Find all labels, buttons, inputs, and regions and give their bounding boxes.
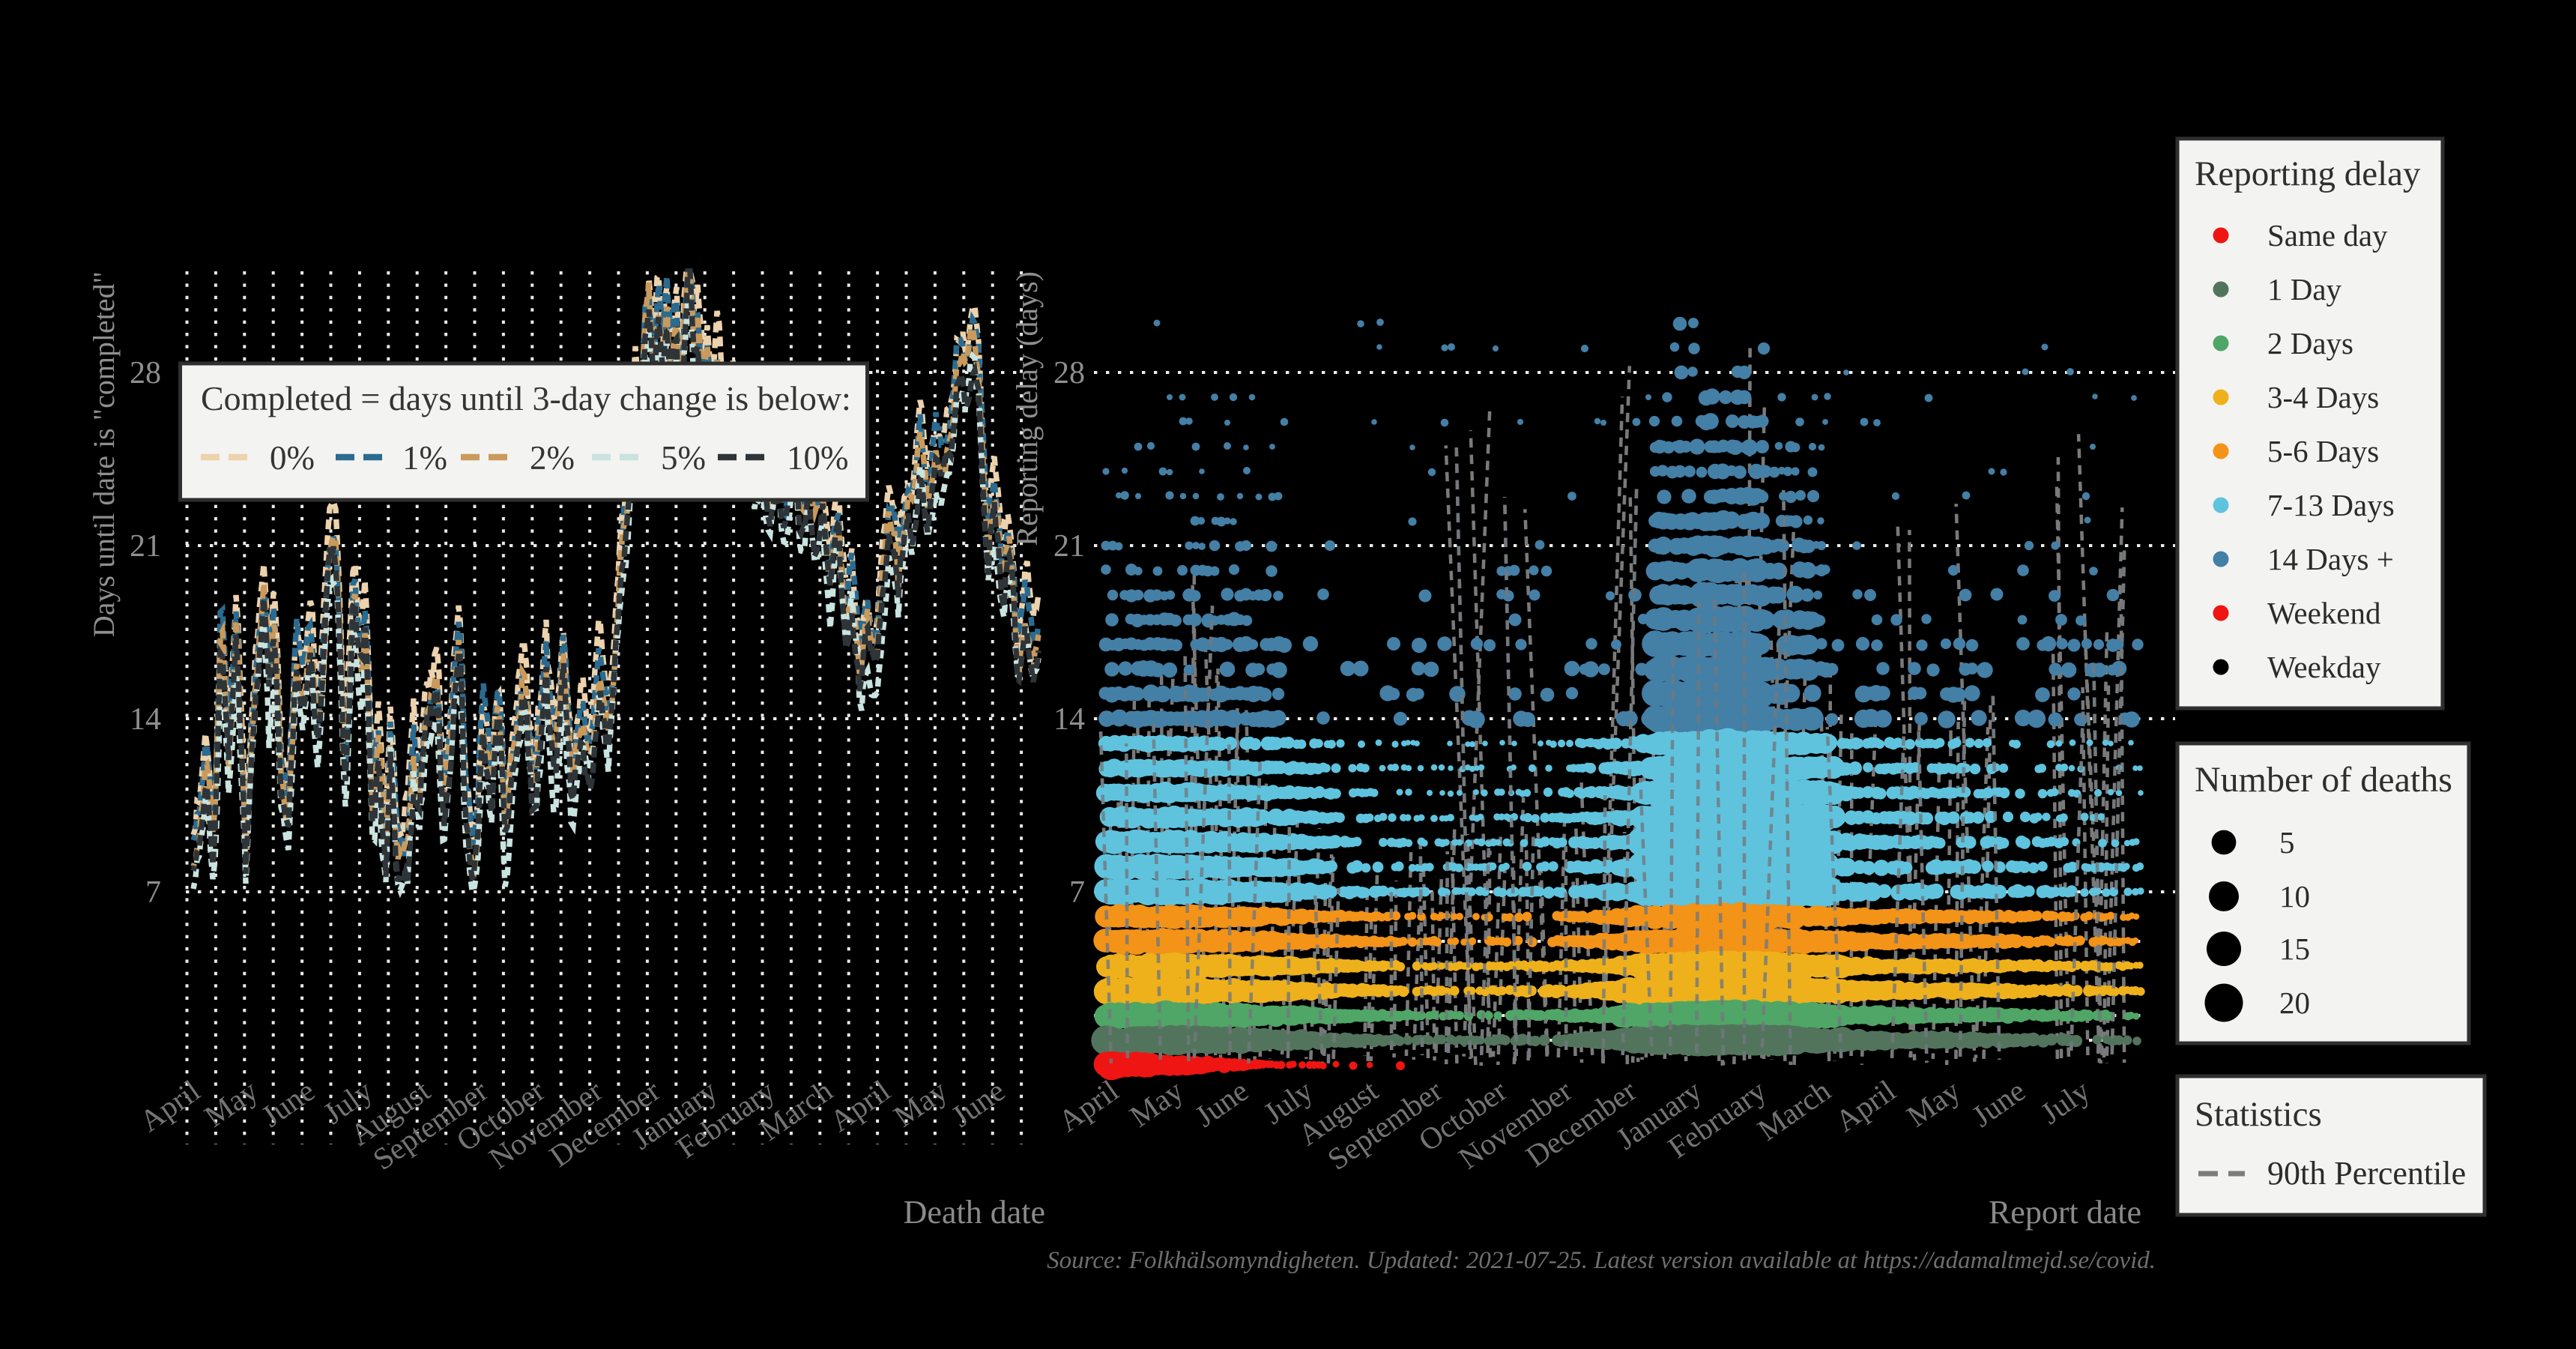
svg-text:Source: Folkhälsomyndigheten.: Source: Folkhälsomyndigheten. Updated: 2… xyxy=(1047,1247,2156,1274)
svg-text:Reporting delay: Reporting delay xyxy=(2195,154,2421,193)
svg-text:7: 7 xyxy=(1069,875,1085,910)
svg-text:28: 28 xyxy=(1053,356,1085,390)
svg-text:20: 20 xyxy=(2279,986,2310,1020)
svg-text:2%: 2% xyxy=(530,439,575,477)
svg-text:Report date: Report date xyxy=(1989,1194,2141,1231)
svg-text:Same day: Same day xyxy=(2267,218,2388,253)
svg-text:Completed = days until 3-day c: Completed = days until 3-day change is b… xyxy=(201,379,851,417)
svg-text:0%: 0% xyxy=(270,439,315,477)
svg-text:5%: 5% xyxy=(661,439,706,477)
svg-text:14 Days +: 14 Days + xyxy=(2267,542,2394,576)
svg-text:7: 7 xyxy=(145,875,161,910)
svg-text:2 Days: 2 Days xyxy=(2267,326,2353,360)
svg-text:7-13 Days: 7-13 Days xyxy=(2267,488,2395,522)
svg-text:Weekday: Weekday xyxy=(2267,650,2381,684)
svg-text:1 Day: 1 Day xyxy=(2267,272,2342,307)
svg-text:5-6 Days: 5-6 Days xyxy=(2267,434,2379,468)
svg-text:90th Percentile: 90th Percentile xyxy=(2267,1155,2466,1192)
svg-text:Days until date is "completed": Days until date is "completed" xyxy=(87,271,121,637)
svg-text:Number of deaths: Number of deaths xyxy=(2195,760,2452,800)
svg-text:10%: 10% xyxy=(787,439,849,477)
svg-text:28: 28 xyxy=(130,356,161,390)
svg-text:1%: 1% xyxy=(402,439,447,477)
svg-text:10: 10 xyxy=(2279,879,2310,914)
svg-text:Reporting delay (days): Reporting delay (days) xyxy=(1010,271,1044,546)
svg-text:21: 21 xyxy=(130,529,161,564)
svg-text:Death date: Death date xyxy=(904,1194,1045,1231)
svg-text:3-4 Days: 3-4 Days xyxy=(2267,380,2379,414)
svg-text:21: 21 xyxy=(1053,529,1085,564)
svg-text:Statistics: Statistics xyxy=(2195,1095,2322,1134)
svg-text:15: 15 xyxy=(2279,932,2310,966)
svg-text:5: 5 xyxy=(2279,825,2295,860)
svg-text:14: 14 xyxy=(1053,702,1085,737)
svg-text:14: 14 xyxy=(130,702,161,737)
svg-text:Weekend: Weekend xyxy=(2267,596,2381,630)
